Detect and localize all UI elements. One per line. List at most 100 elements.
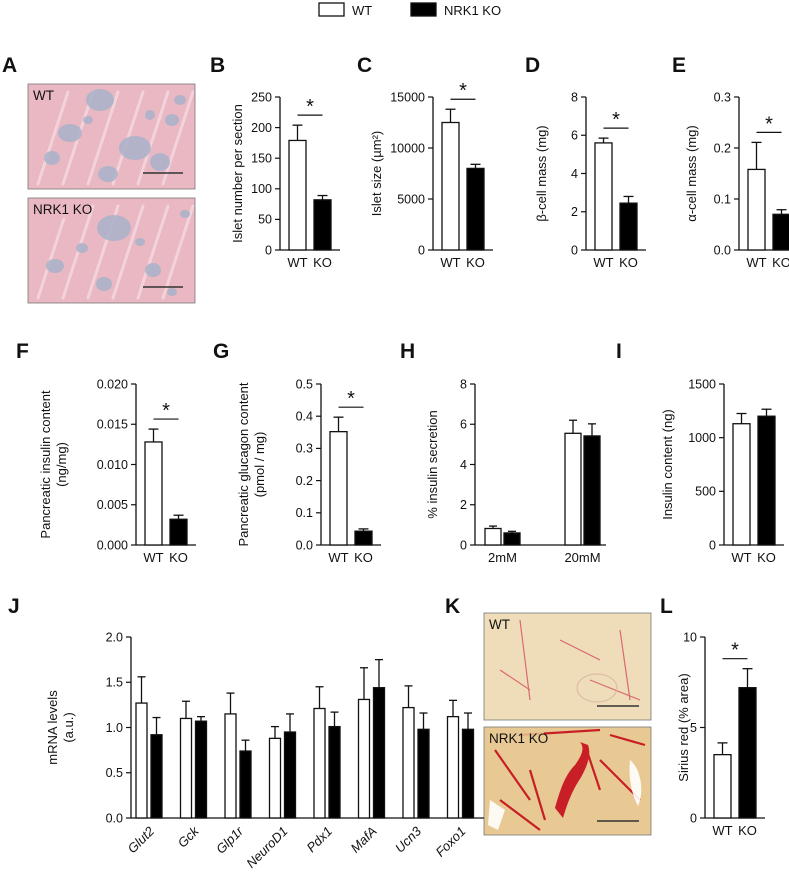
bar-ucn3-ko [417, 728, 430, 819]
x-category-label: 2mM [488, 550, 517, 565]
y-axis-label: Insulin content (ng) [660, 409, 675, 520]
y-tick-label: 5 [690, 721, 697, 735]
collagen-fiber [619, 629, 631, 701]
y-axis-label: mRNA levels [45, 690, 60, 765]
label-backdrop [30, 87, 56, 104]
y-axis-label: Islet size (µm²) [369, 131, 384, 217]
panel-l: L 0 5 10 WT KO * Sirius red (% area) [660, 595, 765, 838]
collagen-fiber [609, 733, 646, 747]
panel-letter: C [357, 54, 372, 77]
y-tick-label: 4 [571, 167, 578, 181]
y-tick-label: 1000 [688, 431, 716, 445]
y-axis-label: Pancreatic glucagon content [236, 382, 251, 546]
panel-letter: E [672, 54, 686, 77]
legend-swatch-ko [410, 2, 437, 17]
panel-k: K WT NRK1 KO [445, 595, 652, 836]
y-tick-label: 0.010 [97, 458, 128, 472]
vessel-lumen [488, 800, 505, 830]
panel-letter: D [525, 54, 540, 77]
x-category-label: KO [757, 550, 776, 565]
bar-20mm-ko [583, 435, 601, 546]
bar-wt [747, 168, 766, 251]
bar-wt [144, 441, 163, 546]
label-backdrop [486, 616, 512, 633]
significance-star: * [162, 400, 170, 422]
bar-neurod1-wt [268, 737, 282, 819]
x-category-label: WT [712, 823, 732, 838]
x-category-label: KO [772, 255, 789, 270]
legend: WT NRK1 KO [318, 2, 501, 18]
y-axis-label: % insulin secretion [425, 410, 440, 518]
bar-wt [594, 142, 613, 251]
x-category-label: WT [731, 550, 751, 565]
tissue-streak [161, 90, 195, 186]
sirius-image-ko: NRK1 KO [483, 726, 652, 836]
y-tick-label: 10 [683, 630, 697, 644]
panel-letter: A [2, 54, 17, 77]
y-tick-label: 0.0 [106, 811, 123, 825]
islet [86, 89, 114, 111]
y-tick-label: 0.1 [296, 506, 313, 520]
y-tick-label: 0 [571, 243, 578, 257]
y-axis-label: α-cell mass (mg) [684, 125, 699, 221]
x-category-label: NeuroD1 [243, 824, 290, 871]
x-category-label: Foxo1 [432, 824, 468, 860]
panel-letter: H [400, 340, 415, 363]
y-tick-label: 6 [460, 418, 467, 432]
y-tick-label: 150 [251, 152, 272, 166]
y-tick-label: 10000 [390, 141, 425, 155]
panel-a: A WT NRK1 KO [2, 54, 196, 304]
bar-mafa-wt [357, 698, 371, 819]
islet-outline [576, 673, 618, 703]
x-category-label: KO [313, 255, 332, 270]
bar-ko [466, 167, 485, 251]
bar-wt [713, 754, 732, 819]
histology-image-wt: WT [27, 83, 196, 190]
islet [119, 136, 151, 160]
y-tick-label: 5000 [397, 192, 425, 206]
significance-star: * [459, 80, 467, 102]
panel-c: C 0 5000 10000 15000 WT KO * Islet size (µm²) [357, 54, 493, 270]
y-tick-label: 4 [460, 458, 467, 472]
bar-gck-wt [179, 717, 193, 819]
y-tick-label: 2 [571, 205, 578, 219]
bar-ko [169, 518, 188, 546]
x-category-label: WT [746, 255, 766, 270]
y-tick-label: 1.5 [106, 676, 123, 690]
x-category-label: MafA [348, 824, 380, 856]
y-tick-label: 0.5 [296, 377, 313, 391]
y-tick-label: 2.0 [106, 630, 123, 644]
bar-pdx1-wt [313, 707, 326, 819]
x-category-label: KO [466, 255, 485, 270]
panel-f: F 0.000 0.005 0.010 0.015 0.020 WT KO * Pancreati… [16, 340, 196, 565]
bar-glut2-ko [150, 734, 163, 819]
islet [145, 110, 155, 120]
islet [174, 95, 186, 105]
y-tick-label: 6 [571, 129, 578, 143]
islet [97, 215, 131, 241]
x-category-label: Gck [175, 822, 203, 850]
tissue-streak [36, 90, 70, 186]
bar-ko [313, 199, 332, 251]
tissue-streak [61, 204, 95, 300]
islet [150, 153, 170, 171]
y-tick-label: 0.2 [714, 141, 731, 155]
legend-label-ko: NRK1 KO [444, 3, 501, 18]
x-category-label: WT [328, 550, 348, 565]
image-label: NRK1 KO [33, 202, 92, 217]
y-tick-label: 0.005 [97, 498, 128, 512]
sirius-image-wt: WT [483, 612, 652, 721]
bar-glp1r-ko [239, 750, 252, 819]
x-category-label: WT [287, 255, 307, 270]
y-tick-label: 0 [709, 538, 716, 552]
panel-b: B 0 50 100 150 200 250 WT KO * Islet number per se… [210, 54, 340, 270]
collagen-fiber [559, 639, 601, 661]
y-tick-label: 0 [690, 811, 697, 825]
significance-star: * [731, 640, 739, 662]
panel-letter: K [445, 595, 460, 618]
y-tick-label: 0.000 [97, 538, 128, 552]
panel-letter: L [660, 595, 673, 618]
bar-gck-ko [194, 720, 208, 819]
y-tick-label: 0.4 [296, 410, 313, 424]
